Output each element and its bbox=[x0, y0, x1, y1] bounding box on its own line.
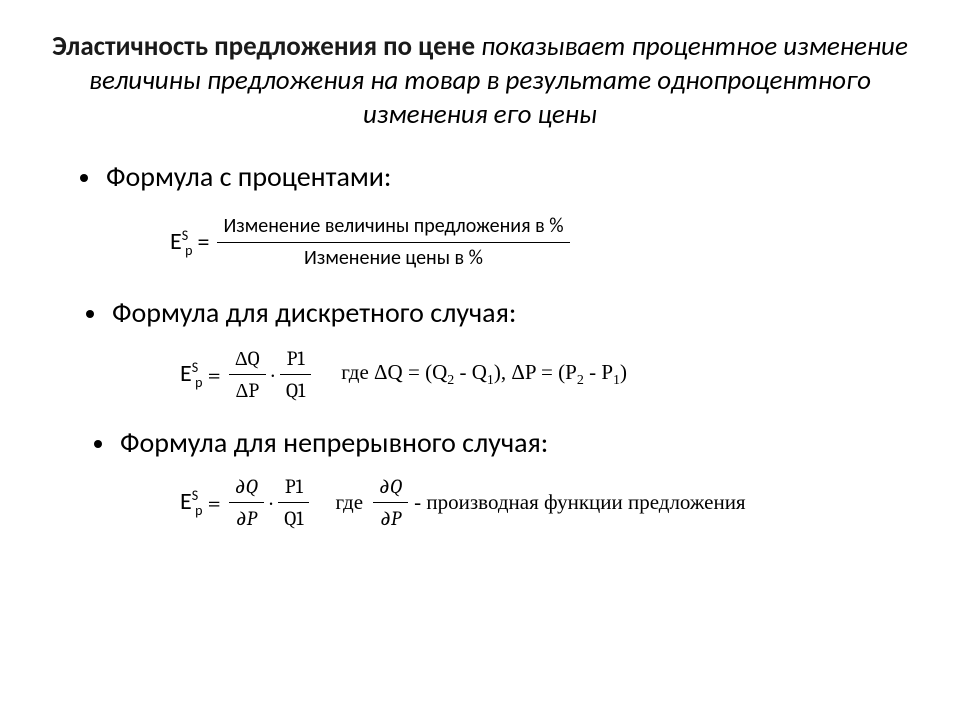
frac-dP: ∂P bbox=[230, 504, 263, 533]
formula-continuous: ESp = ∂Q ∂P · P1 Q1 где ∂Q ∂P - производ… bbox=[180, 472, 910, 533]
frac-p1-q1: P1 Q1 bbox=[280, 344, 311, 405]
where-clause-1: где ΔQ = (Q2 - Q1), ΔP = (P2 - P1) bbox=[341, 360, 627, 389]
frac-bar bbox=[229, 502, 264, 503]
frac-p1-q1-b: P1 Q1 bbox=[278, 472, 309, 533]
eq-sign-3: = bbox=[206, 489, 229, 517]
wh-m2: ), ΔP = (P bbox=[494, 360, 577, 384]
bullet-2: Формула для дискретного случая: bbox=[86, 295, 910, 330]
bullet-dot-icon bbox=[80, 174, 88, 182]
wh-m1: - Q bbox=[454, 360, 487, 384]
esp-E: E bbox=[170, 227, 182, 256]
slide: Эластичность предложения по цене показыв… bbox=[0, 0, 960, 720]
esp-sub: p bbox=[185, 242, 192, 259]
frac-p1b: P1 bbox=[279, 472, 309, 501]
fraction-percent: Изменение величины предложения в % Измен… bbox=[217, 212, 569, 273]
slide-title: Эластичность предложения по цене показыв… bbox=[50, 30, 910, 131]
frac-dQ: ∂Q bbox=[229, 472, 264, 501]
formula-discrete: ESp = ΔQ ΔP · P1 Q1 где ΔQ = (Q2 - Q1), … bbox=[180, 344, 910, 405]
where-word: где bbox=[335, 490, 363, 515]
frac-dq: ΔQ bbox=[229, 344, 266, 373]
wh-p2: 2 bbox=[577, 373, 584, 388]
esp-E: E bbox=[180, 359, 192, 388]
wh-pre: где ΔQ = (Q bbox=[341, 360, 447, 384]
frac-dq-dp: ΔQ ΔP bbox=[229, 344, 266, 405]
esp-E: E bbox=[180, 487, 192, 516]
bullet-3-text: Формула для непрерывного случая: bbox=[120, 425, 548, 460]
frac-dP2: ∂P bbox=[374, 504, 407, 533]
derivative-note: - производная функции предложения bbox=[414, 490, 745, 515]
frac-bar bbox=[280, 374, 311, 375]
eq-sign-2: = bbox=[206, 361, 229, 389]
esp-symbol-1: ESp bbox=[170, 227, 196, 259]
frac1-bar bbox=[217, 242, 569, 243]
esp-symbol-3: ESp bbox=[180, 487, 206, 519]
esp-sub: p bbox=[195, 374, 202, 391]
frac-p1: P1 bbox=[281, 344, 311, 373]
dot-op-2: · bbox=[264, 490, 278, 516]
frac-dQ2: ∂Q bbox=[373, 472, 408, 501]
bullet-1-text: Формула с процентами: bbox=[106, 159, 391, 194]
bullet-dot-icon bbox=[86, 310, 94, 318]
wh-m3: - P bbox=[584, 360, 613, 384]
eq-sign-1: = bbox=[196, 228, 218, 257]
frac-partial-2: ∂Q ∂P bbox=[373, 472, 408, 533]
frac1-den: Изменение цены в % bbox=[298, 244, 489, 273]
frac-q1: Q1 bbox=[280, 376, 311, 405]
wh-q1: 1 bbox=[487, 373, 494, 388]
frac-dp: ΔP bbox=[229, 376, 265, 405]
frac-q1b: Q1 bbox=[278, 504, 309, 533]
bullet-dot-icon bbox=[94, 440, 102, 448]
formula-percent: ESp = Изменение величины предложения в %… bbox=[170, 212, 910, 273]
bullet-1: Формула с процентами: bbox=[80, 159, 910, 194]
title-bold: Эластичность предложения по цене bbox=[52, 30, 475, 63]
wh-end: ) bbox=[620, 360, 627, 384]
frac-partial-1: ∂Q ∂P bbox=[229, 472, 264, 533]
frac-bar bbox=[229, 374, 266, 375]
bullet-3: Формула для непрерывного случая: bbox=[94, 425, 910, 460]
bullet-2-text: Формула для дискретного случая: bbox=[112, 295, 516, 330]
frac1-num: Изменение величины предложения в % bbox=[217, 212, 569, 241]
esp-symbol-2: ESp bbox=[180, 359, 206, 391]
frac-bar bbox=[278, 502, 309, 503]
esp-sub: p bbox=[195, 502, 202, 519]
wh-p1: 1 bbox=[613, 373, 620, 388]
dot-op-1: · bbox=[266, 362, 280, 388]
frac-bar bbox=[373, 502, 408, 503]
